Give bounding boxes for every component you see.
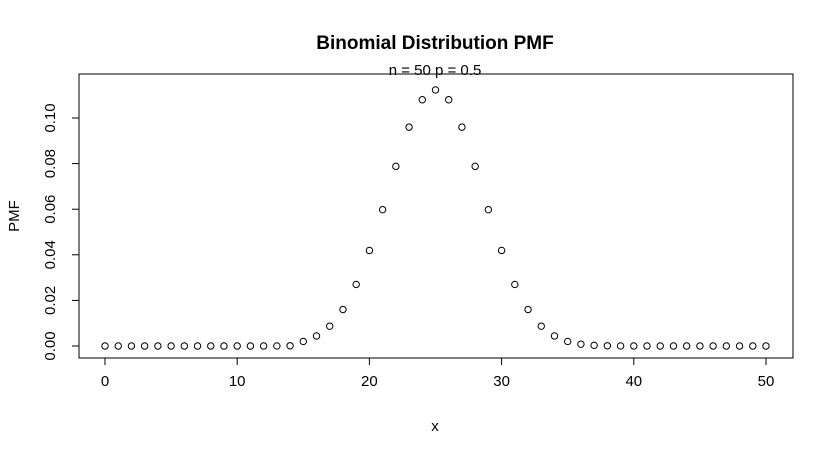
data-point <box>471 162 479 171</box>
data-point <box>564 337 572 346</box>
data-point <box>616 342 625 350</box>
data-point <box>590 341 598 350</box>
data-point <box>193 342 202 350</box>
data-point <box>233 342 241 350</box>
data-point <box>392 162 400 171</box>
x-tick-label: 50 <box>758 373 775 390</box>
data-point <box>299 337 307 346</box>
data-point <box>418 96 426 104</box>
data-point <box>352 280 360 289</box>
data-point <box>207 342 215 350</box>
chart-title: Binomial Distribution PMF <box>316 33 554 54</box>
data-point <box>180 342 189 350</box>
x-axis-label: x <box>431 418 439 435</box>
y-tick-label: 0.06 <box>42 195 59 224</box>
data-points <box>101 86 770 350</box>
y-tick-label: 0.10 <box>42 103 59 132</box>
data-point <box>167 342 175 350</box>
data-point <box>511 280 519 289</box>
data-point <box>431 86 440 94</box>
data-point <box>405 123 413 131</box>
data-point <box>669 342 678 350</box>
data-point <box>326 322 334 330</box>
data-point <box>101 342 109 350</box>
data-point <box>550 332 559 340</box>
y-axis: 0.00 0.02 0.04 0.06 0.08 0.10 <box>42 103 80 361</box>
data-point <box>524 305 532 314</box>
data-point <box>484 205 493 214</box>
data-point <box>140 342 149 350</box>
data-point <box>220 342 228 350</box>
data-point <box>259 342 268 350</box>
x-tick-label: 10 <box>229 373 246 390</box>
data-point <box>497 246 506 255</box>
data-point <box>709 342 717 350</box>
data-point <box>643 342 651 350</box>
data-point <box>458 123 466 131</box>
y-tick-label: 0.08 <box>42 149 59 178</box>
x-tick-label: 30 <box>493 373 510 390</box>
data-point <box>154 342 162 350</box>
y-axis-label: PMF <box>6 200 23 232</box>
data-point <box>365 246 374 255</box>
data-point <box>445 96 453 104</box>
x-axis: 0 10 20 30 40 50 <box>101 357 775 390</box>
plot-frame <box>78 73 794 359</box>
data-point <box>114 342 122 350</box>
x-tick-label: 0 <box>101 373 109 390</box>
data-point <box>577 340 585 348</box>
data-point <box>656 342 664 350</box>
data-point <box>127 342 136 350</box>
data-point <box>630 342 638 350</box>
data-point <box>682 342 691 350</box>
x-tick-label: 20 <box>361 373 378 390</box>
data-point <box>286 342 294 350</box>
data-point <box>246 342 255 350</box>
data-point <box>378 205 387 214</box>
data-point <box>603 342 612 350</box>
y-tick-label: 0.02 <box>42 286 59 315</box>
data-point <box>762 342 770 350</box>
data-point <box>537 322 545 330</box>
y-tick-label: 0.00 <box>42 331 59 360</box>
data-point <box>312 332 321 340</box>
data-point <box>735 342 744 350</box>
x-tick-label: 40 <box>625 373 642 390</box>
data-point <box>749 342 757 350</box>
data-point <box>696 342 704 350</box>
chart-subtitle: n = 50 p = 0.5 <box>389 62 482 79</box>
data-point <box>339 305 347 314</box>
y-tick-label: 0.04 <box>42 240 59 269</box>
data-point <box>722 342 731 350</box>
data-point <box>273 342 281 350</box>
